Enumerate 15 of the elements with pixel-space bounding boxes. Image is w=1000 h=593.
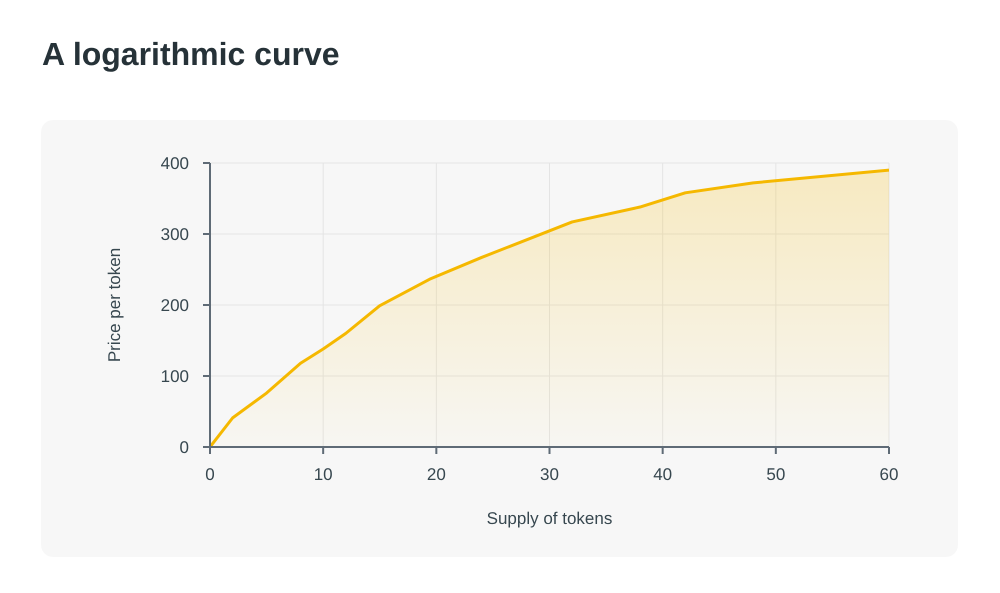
x-tick-label: 0 bbox=[205, 465, 215, 484]
x-tick-label: 60 bbox=[880, 465, 898, 484]
y-tick-label: 300 bbox=[160, 225, 189, 244]
x-axis-title: Supply of tokens bbox=[486, 509, 614, 529]
y-tick-label: 200 bbox=[160, 296, 189, 316]
y-tick-label: 100 bbox=[160, 367, 189, 386]
x-tick-label: 50 bbox=[766, 465, 786, 484]
x-tick-label: 30 bbox=[540, 465, 559, 484]
chart-title: A logarithmic curve bbox=[42, 36, 340, 73]
y-tick-label: 400 bbox=[160, 154, 189, 174]
y-tick-label: 0 bbox=[180, 438, 189, 458]
y-axis-title: Price per token bbox=[105, 248, 125, 362]
x-tick-label: 10 bbox=[314, 465, 333, 484]
x-tick-label: 20 bbox=[426, 465, 446, 484]
x-tick-label: 40 bbox=[653, 465, 672, 484]
